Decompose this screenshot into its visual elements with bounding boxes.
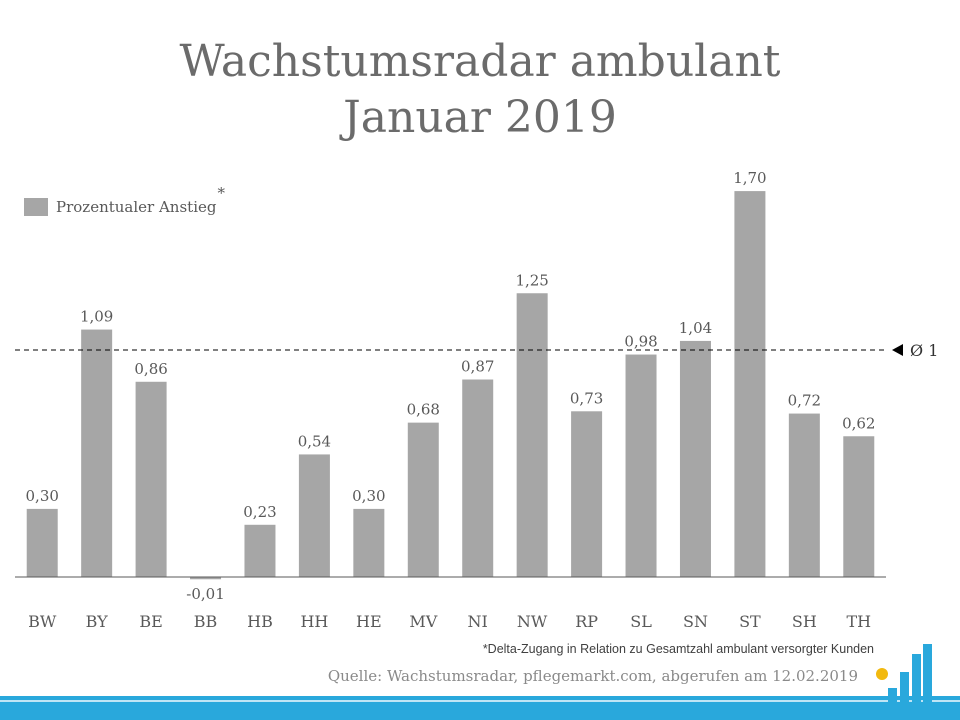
data-label-BW: 0,30 <box>26 487 59 505</box>
data-label-HE: 0,30 <box>352 487 385 505</box>
bar-MV <box>407 422 439 577</box>
x-tick-HH: HH <box>300 612 328 631</box>
bar-SH <box>788 413 820 577</box>
reference-label: Ø 1 <box>910 341 938 360</box>
bar-TH <box>843 436 875 577</box>
legend-label: Prozentualer Anstieg <box>56 198 217 216</box>
data-label-TH: 0,62 <box>842 414 875 432</box>
bar-NW <box>516 293 548 577</box>
data-label-HB: 0,23 <box>243 503 276 521</box>
bar-RP <box>571 411 603 577</box>
data-label-BY: 1,09 <box>80 308 113 326</box>
bar-HE <box>353 508 385 577</box>
data-label-HH: 0,54 <box>298 432 331 450</box>
bar-chart: 0,30 BW 1,09 BY 0,86 BE -0,01 BB 0,23 HB 0,54 HH 0,3… <box>15 169 938 631</box>
data-label-NI: 0,87 <box>461 358 494 376</box>
data-label-SN: 1,04 <box>679 319 712 337</box>
x-tick-HE: HE <box>356 612 382 631</box>
data-label-SH: 0,72 <box>788 392 821 410</box>
x-tick-RP: RP <box>575 612 598 631</box>
legend: Prozentualer Anstieg * <box>24 184 225 216</box>
bar-SN <box>679 340 711 577</box>
data-label-BB: -0,01 <box>186 585 224 603</box>
bar-BY <box>81 329 113 577</box>
source-line: Quelle: Wachstumsradar, pflegemarkt.com,… <box>327 667 858 685</box>
bar-BB <box>190 577 222 580</box>
x-tick-BY: BY <box>86 612 108 631</box>
x-tick-BE: BE <box>139 612 162 631</box>
footnote: *Delta-Zugang in Relation zu Gesamtzahl … <box>482 642 874 656</box>
x-tick-HB: HB <box>247 612 273 631</box>
bar-ST <box>734 191 766 577</box>
x-tick-MV: MV <box>409 612 437 631</box>
bar-BE <box>135 381 167 577</box>
x-tick-BW: BW <box>28 612 57 631</box>
data-label-NW: 1,25 <box>515 271 548 289</box>
chart-title-line1: Wachstumsradar ambulant <box>179 36 781 87</box>
legend-marker: * <box>217 184 225 202</box>
bar-HB <box>244 524 276 577</box>
data-label-SL: 0,98 <box>624 333 657 351</box>
x-tick-TH: TH <box>846 612 871 631</box>
x-tick-ST: ST <box>739 612 761 631</box>
legend-swatch <box>24 198 48 216</box>
x-tick-SN: SN <box>683 612 708 631</box>
data-label-RP: 0,73 <box>570 389 603 407</box>
chart-title-line2: Januar 2019 <box>343 92 617 143</box>
bar-SL <box>625 354 657 577</box>
x-tick-SL: SL <box>630 612 652 631</box>
x-tick-NI: NI <box>468 612 488 631</box>
data-label-MV: 0,68 <box>407 401 440 419</box>
x-tick-SH: SH <box>792 612 817 631</box>
reference-marker-icon <box>892 344 903 356</box>
data-label-ST: 1,70 <box>733 169 766 187</box>
bar-HH <box>298 454 330 577</box>
x-tick-NW: NW <box>517 612 548 631</box>
bar-BW <box>26 508 58 577</box>
company-logo <box>876 644 932 714</box>
bar-NI <box>462 379 494 577</box>
bottom-stripe <box>0 690 960 720</box>
x-tick-BB: BB <box>194 612 218 631</box>
data-label-BE: 0,86 <box>134 360 167 378</box>
